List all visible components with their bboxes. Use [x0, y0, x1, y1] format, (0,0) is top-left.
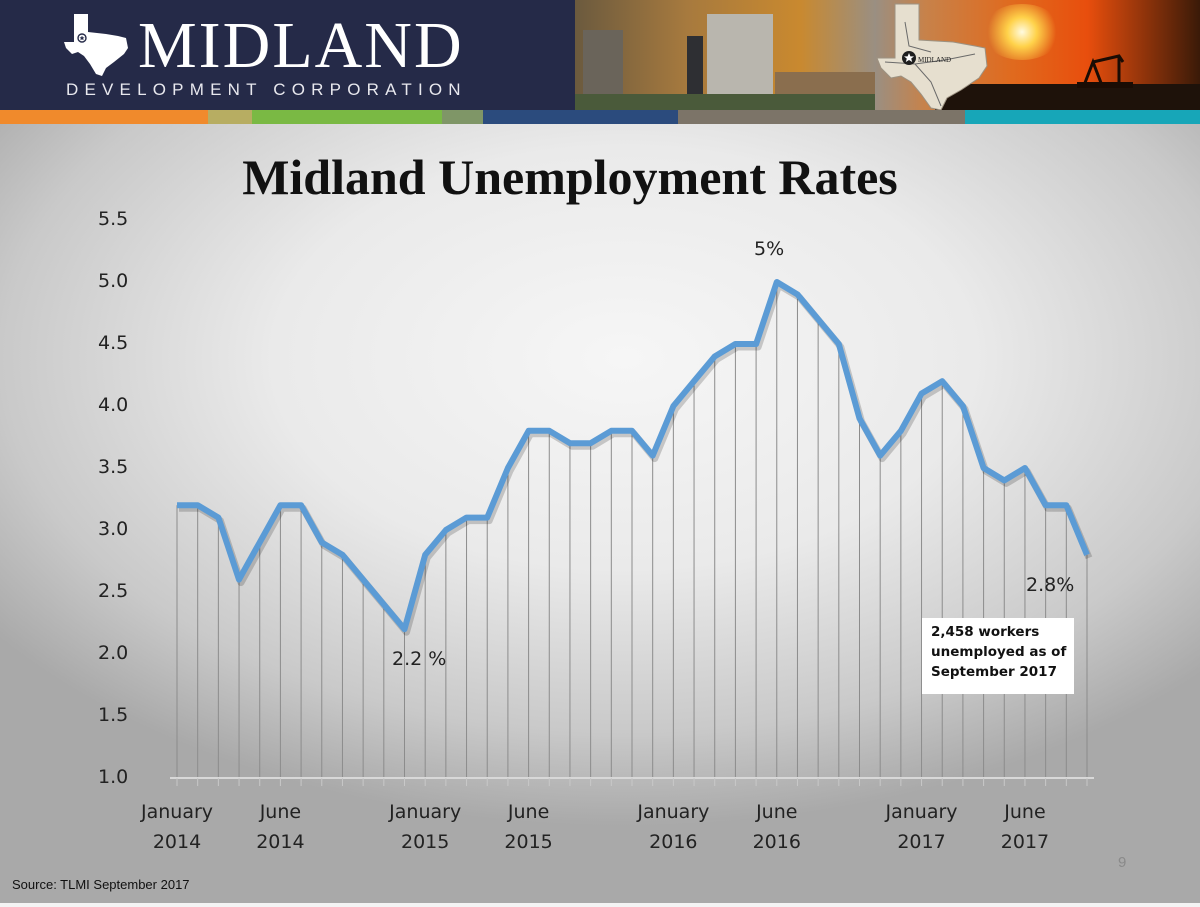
- unemployed-workers-callout: 2,458 workers unemployed as of September…: [922, 618, 1074, 694]
- texas-map-icon: MIDLAND: [876, 3, 988, 110]
- y-tick-label: 1.0: [98, 766, 129, 788]
- x-tick-label: January 2017: [885, 801, 958, 853]
- callout-line-1: 2,458 workers: [931, 624, 1040, 640]
- x-tick-label: June 2014: [256, 801, 305, 853]
- x-tick-label: June 2016: [752, 801, 801, 853]
- page-number: 9: [1118, 854, 1127, 871]
- source-note: Source: TLMI September 2017: [12, 877, 190, 892]
- svg-text:MIDLAND: MIDLAND: [918, 56, 951, 64]
- peak-point-label: 5%: [754, 238, 785, 260]
- callout-line-3: September 2017: [931, 664, 1057, 680]
- y-tick-label: 4.0: [98, 394, 129, 416]
- stripe-orange: [0, 110, 208, 124]
- stripe-gray: [678, 110, 965, 124]
- texas-state-icon: [64, 14, 128, 76]
- x-tick-label: January 2016: [637, 801, 710, 853]
- y-tick-label: 3.5: [98, 456, 129, 478]
- banner-photo-collage: MIDLAND: [575, 0, 1200, 110]
- stripe-navy: [483, 110, 678, 124]
- header-banner: MIDLAND DEVELOPMENT CORPORATION MIDLAND: [0, 0, 1200, 110]
- x-tick-label: June 2015: [504, 801, 553, 853]
- bottom-edge: [0, 903, 1200, 907]
- line-shadow: [179, 281, 1093, 636]
- sun-icon: [982, 4, 1062, 60]
- x-tick-label: January 2015: [389, 801, 462, 853]
- header-color-stripes: [0, 110, 1200, 124]
- stripe-khaki: [208, 110, 252, 124]
- y-tick-label: 5.0: [98, 270, 129, 292]
- y-tick-label: 1.5: [98, 704, 129, 726]
- logo-wordmark: MIDLAND: [138, 9, 464, 82]
- y-tick-label: 4.5: [98, 332, 129, 354]
- low-point-label: 2.2 %: [392, 648, 447, 670]
- latest-point-label: 2.8%: [1026, 574, 1075, 596]
- stripe-sage: [442, 110, 483, 124]
- slide-background: [0, 124, 1200, 904]
- chart-title: Midland Unemployment Rates: [242, 149, 898, 205]
- x-axis-ticks: [176, 778, 1088, 786]
- drop-lines: [176, 282, 1088, 778]
- logo-subtitle: DEVELOPMENT CORPORATION: [66, 80, 467, 99]
- x-tick-label: January 2014: [140, 801, 214, 853]
- oil-pump-icon: [1077, 54, 1133, 88]
- midland-logo: MIDLAND DEVELOPMENT CORPORATION: [0, 0, 575, 110]
- callout-line-2: unemployed as of: [931, 644, 1067, 660]
- unemployment-rate-line: [177, 279, 1090, 633]
- y-tick-label: 2.5: [98, 580, 129, 602]
- stripe-teal: [965, 110, 1200, 124]
- stripe-green: [252, 110, 442, 124]
- y-tick-label: 5.5: [98, 208, 129, 230]
- y-tick-label: 3.0: [98, 518, 129, 540]
- y-tick-label: 2.0: [98, 642, 129, 664]
- x-tick-label: June 2017: [1000, 801, 1050, 853]
